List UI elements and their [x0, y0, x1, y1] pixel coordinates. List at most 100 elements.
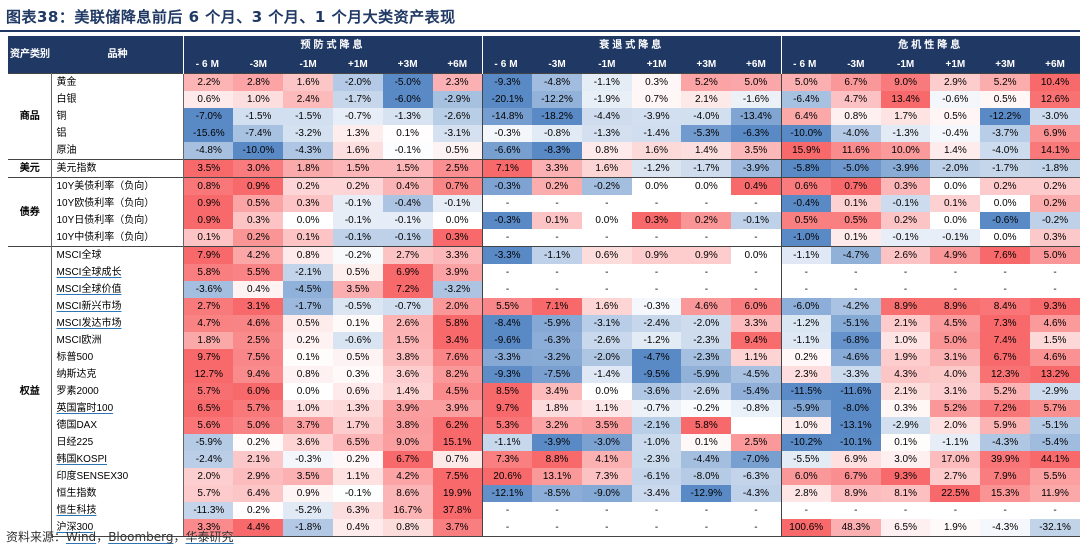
value-cell: -4.0%: [980, 142, 1031, 160]
value-cell: 9.7%: [481, 400, 533, 417]
value-cell: -: [654, 284, 659, 295]
value-cell: -3.9%: [731, 159, 782, 178]
value-cell: -: [555, 198, 559, 209]
value-cell: -12.9%: [681, 485, 732, 502]
value-cell: 0.5%: [830, 212, 881, 229]
value-cell: 6.2%: [432, 417, 483, 434]
table-row: MSCI欧洲 1.8% 2.5% 0.2% -0.6% 1.5% 3.4% -9.6% -6.3…: [8, 332, 1080, 349]
value-cell: 0.1%: [532, 212, 582, 229]
header-period: +3M: [681, 56, 732, 74]
item-name: 10Y日债利率（负向）: [51, 212, 185, 229]
table-row: MSCI全球成长 5.8% 5.5% -2.1% 0.5% 6.9% 3.9% - - - - - - -…: [8, 264, 1080, 281]
value-cell: 0.0%: [432, 212, 483, 229]
value-cell: -4.3%: [283, 142, 334, 160]
value-cell: 1.9%: [930, 519, 981, 537]
value-cell: -0.1%: [880, 229, 931, 247]
item-name-text: 恒生指数: [56, 488, 97, 499]
value-cell: 9.4%: [233, 366, 284, 383]
value-cell: -3.4%: [631, 485, 682, 502]
value-cell: 0.1%: [333, 315, 383, 332]
value-cell: -0.8%: [731, 400, 782, 417]
item-name-text: 沪深300: [56, 522, 94, 533]
value-cell: 5.8%: [432, 315, 483, 332]
source-huatai: 华泰研究: [185, 530, 234, 544]
header-period: +6M: [432, 56, 483, 74]
table-row: 德国DAX 5.6% 5.0% 3.7% 1.7% 3.8% 6.2% 5.3% 3.2% 3.5…: [8, 417, 1080, 434]
header-period: -1M: [880, 56, 931, 74]
value-cell: -1.2%: [631, 332, 682, 349]
value-cell: 0.0%: [581, 383, 632, 400]
item-name-text: MSCI新兴市场: [56, 301, 122, 312]
value-cell: 4.4%: [233, 519, 284, 537]
item-name-text: MSCI发达市场: [56, 318, 122, 329]
value-cell: -5.2%: [283, 502, 334, 519]
value-cell: 5.7%: [233, 400, 284, 417]
value-cell: -2.9%: [432, 91, 483, 108]
value-cell: 0.4%: [382, 177, 433, 195]
value-cell: -1.4%: [631, 125, 682, 142]
value-cell: -1.1%: [780, 332, 831, 349]
value-cell: -1.3%: [581, 125, 632, 142]
value-cell: -4.4%: [681, 451, 732, 468]
value-cell: 1.5%: [333, 159, 383, 178]
item-name-text: 铜: [56, 111, 67, 122]
header-group-recession: 衰退式降息: [481, 36, 782, 56]
value-cell: -20.1%: [481, 91, 533, 108]
value-cell: 0.3%: [631, 73, 682, 91]
value-cell: -3.1%: [432, 125, 483, 142]
value-cell: -: [1003, 267, 1007, 278]
value-cell: -3.1%: [581, 315, 632, 332]
value-cell: -: [704, 232, 709, 243]
value-cell: 0.1%: [830, 229, 881, 247]
value-cell: -1.3%: [880, 125, 931, 142]
value-cell: -2.0%: [581, 349, 632, 366]
value-cell: -: [704, 284, 709, 295]
value-cell: -1.8%: [1030, 159, 1080, 178]
value-cell: 3.5%: [283, 468, 334, 485]
value-cell: -5.8%: [780, 159, 831, 178]
item-name-text: 印度SENSEX30: [56, 471, 129, 482]
value-cell: -4.0%: [830, 125, 881, 142]
value-cell: -0.1%: [333, 229, 383, 247]
value-cell: -3.7%: [980, 125, 1031, 142]
category-label: 美元: [8, 159, 53, 178]
value-cell: -5.0%: [382, 73, 433, 91]
value-cell: -3.3%: [830, 366, 881, 383]
value-cell: 5.5%: [481, 298, 533, 315]
table-row: 商品 黄金 2.2% 2.8% 1.6% -2.0% -5.0% 2.3% -9.3% -4.8%…: [8, 73, 1080, 160]
value-cell: -1.3%: [382, 108, 433, 125]
value-cell: 5.5%: [233, 264, 284, 281]
item-name-text: 黄金: [56, 77, 77, 88]
value-cell: 3.9%: [432, 264, 483, 281]
value-cell: -: [654, 232, 659, 243]
value-cell: 2.5%: [731, 434, 782, 451]
value-cell: 0.9%: [631, 246, 682, 264]
item-name: 英国富时100: [51, 400, 185, 417]
value-cell: -: [1053, 284, 1057, 295]
value-cell: -: [481, 281, 533, 298]
value-cell: 0.7%: [631, 91, 682, 108]
header-period: -3M: [532, 56, 582, 74]
value-cell: 9.3%: [880, 468, 931, 485]
table-row: 10Y欧债利率（负向） 0.9% 0.5% 0.3% -0.1% -0.4% -0.1% - -…: [8, 195, 1080, 212]
value-cell: -0.4%: [382, 195, 433, 212]
value-cell: 0.0%: [283, 383, 334, 400]
value-cell: -0.1%: [382, 229, 433, 247]
value-cell: -4.4%: [581, 108, 632, 125]
figure-title: 图表38：美联储降息前后 6 个月、3 个月、1 个月大类资产表现: [6, 8, 456, 26]
value-cell: 3.0%: [880, 451, 931, 468]
table-row: 铜 -7.0% -1.5% -1.5% -0.7% -1.3% -2.6% -14.8% -18…: [8, 108, 1080, 125]
value-cell: -2.1%: [631, 417, 682, 434]
value-cell: 8.8%: [532, 451, 582, 468]
value-cell: 9.0%: [880, 73, 931, 91]
value-cell: 1.6%: [333, 142, 383, 160]
table-row: 白银 0.6% 1.0% 2.4% -1.7% -6.0% -2.9% -20.1% -12.2…: [8, 91, 1080, 108]
value-cell: 0.2%: [532, 177, 582, 195]
value-cell: 2.8%: [233, 73, 284, 91]
value-cell: 0.7%: [830, 177, 881, 195]
value-cell: 5.0%: [233, 417, 284, 434]
value-cell: -11.6%: [830, 383, 881, 400]
value-cell: 0.8%: [382, 519, 433, 537]
value-cell: 0.0%: [980, 195, 1031, 212]
value-cell: 1.1%: [731, 349, 782, 366]
